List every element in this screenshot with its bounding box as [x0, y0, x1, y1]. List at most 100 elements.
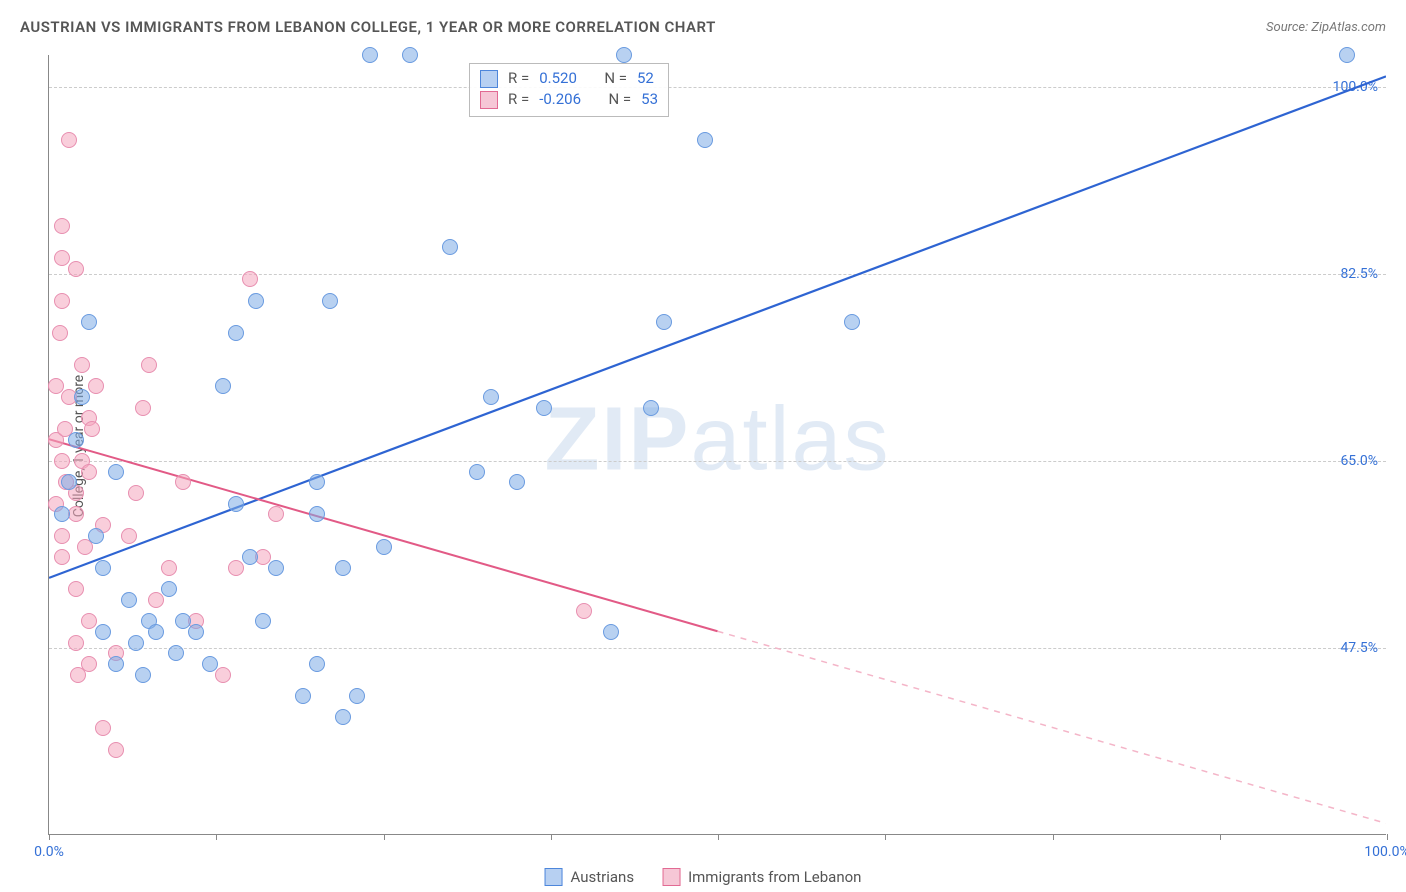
- data-point: [309, 656, 325, 672]
- r-value-lebanon: -0.206: [539, 89, 581, 110]
- n-label: N =: [604, 68, 627, 89]
- series-legend: Austrians Immigrants from Lebanon: [545, 868, 862, 886]
- data-point: [335, 709, 351, 725]
- data-point: [108, 742, 124, 758]
- data-point: [54, 549, 70, 565]
- data-point: [81, 656, 97, 672]
- data-point: [483, 389, 499, 405]
- data-point: [255, 613, 271, 629]
- data-point: [309, 474, 325, 490]
- data-point: [576, 603, 592, 619]
- data-point: [215, 378, 231, 394]
- chart-title: AUSTRIAN VS IMMIGRANTS FROM LEBANON COLL…: [20, 18, 716, 36]
- data-point: [148, 624, 164, 640]
- source-attribution: Source: ZipAtlas.com: [1266, 20, 1386, 35]
- y-tick-label: 82.5%: [1340, 266, 1378, 282]
- data-point: [95, 560, 111, 576]
- data-point: [68, 635, 84, 651]
- data-point: [161, 581, 177, 597]
- data-point: [74, 357, 90, 373]
- data-point: [54, 293, 70, 309]
- swatch-austrians-icon: [545, 868, 563, 886]
- swatch-lebanon-icon: [662, 868, 680, 886]
- data-point: [242, 549, 258, 565]
- data-point: [188, 624, 204, 640]
- data-point: [643, 400, 659, 416]
- data-point: [84, 421, 100, 437]
- data-point: [335, 560, 351, 576]
- data-point: [1339, 47, 1355, 63]
- data-point: [54, 528, 70, 544]
- data-point: [128, 635, 144, 651]
- data-point: [175, 474, 191, 490]
- data-point: [135, 400, 151, 416]
- data-point: [322, 293, 338, 309]
- data-point: [268, 560, 284, 576]
- data-point: [95, 624, 111, 640]
- r-label: R =: [508, 68, 529, 89]
- r-value-austrians: 0.520: [539, 68, 577, 89]
- data-point: [68, 261, 84, 277]
- plot-area: ZIPatlas 47.5%65.0%82.5%100.0% 0.0%100.0…: [48, 55, 1386, 835]
- data-point: [656, 314, 672, 330]
- n-value-lebanon: 53: [641, 89, 658, 110]
- data-point: [349, 688, 365, 704]
- trend-lines: [49, 55, 1386, 834]
- data-point: [148, 592, 164, 608]
- y-tick-label: 47.5%: [1340, 640, 1378, 656]
- data-point: [309, 506, 325, 522]
- data-point: [202, 656, 218, 672]
- legend-item-austrians: Austrians: [545, 868, 635, 886]
- swatch-austrians: [480, 70, 498, 88]
- data-point: [536, 400, 552, 416]
- data-point: [248, 293, 264, 309]
- data-point: [376, 539, 392, 555]
- data-point: [295, 688, 311, 704]
- data-point: [81, 464, 97, 480]
- data-point: [88, 528, 104, 544]
- data-point: [402, 47, 418, 63]
- data-point: [88, 378, 104, 394]
- data-point: [616, 47, 632, 63]
- legend-item-lebanon: Immigrants from Lebanon: [662, 868, 861, 886]
- x-tick-label: 100.0%: [1364, 844, 1406, 860]
- swatch-lebanon: [480, 91, 498, 109]
- data-point: [54, 506, 70, 522]
- data-point: [228, 325, 244, 341]
- data-point: [52, 325, 68, 341]
- data-point: [61, 132, 77, 148]
- data-point: [108, 656, 124, 672]
- data-point: [61, 474, 77, 490]
- data-point: [68, 432, 84, 448]
- data-point: [141, 357, 157, 373]
- data-point: [228, 496, 244, 512]
- data-point: [121, 592, 137, 608]
- data-point: [121, 528, 137, 544]
- legend-row-lebanon: R = -0.206 N = 53: [480, 89, 658, 110]
- y-tick-label: 65.0%: [1340, 453, 1378, 469]
- legend-row-austrians: R = 0.520 N = 52: [480, 68, 658, 89]
- data-point: [161, 560, 177, 576]
- y-tick-label: 100.0%: [1333, 79, 1378, 95]
- data-point: [228, 560, 244, 576]
- watermark: ZIPatlas: [544, 388, 890, 491]
- data-point: [81, 314, 97, 330]
- data-point: [215, 667, 231, 683]
- data-point: [95, 720, 111, 736]
- data-point: [442, 239, 458, 255]
- data-point: [135, 667, 151, 683]
- data-point: [168, 645, 184, 661]
- data-point: [844, 314, 860, 330]
- data-point: [108, 464, 124, 480]
- data-point: [603, 624, 619, 640]
- data-point: [509, 474, 525, 490]
- correlation-legend: R = 0.520 N = 52 R = -0.206 N = 53: [469, 63, 669, 117]
- data-point: [242, 271, 258, 287]
- data-point: [469, 464, 485, 480]
- data-point: [74, 389, 90, 405]
- data-point: [128, 485, 144, 501]
- r-label: R =: [508, 89, 529, 110]
- n-label: N =: [608, 89, 631, 110]
- data-point: [54, 218, 70, 234]
- legend-label-austrians: Austrians: [571, 868, 635, 886]
